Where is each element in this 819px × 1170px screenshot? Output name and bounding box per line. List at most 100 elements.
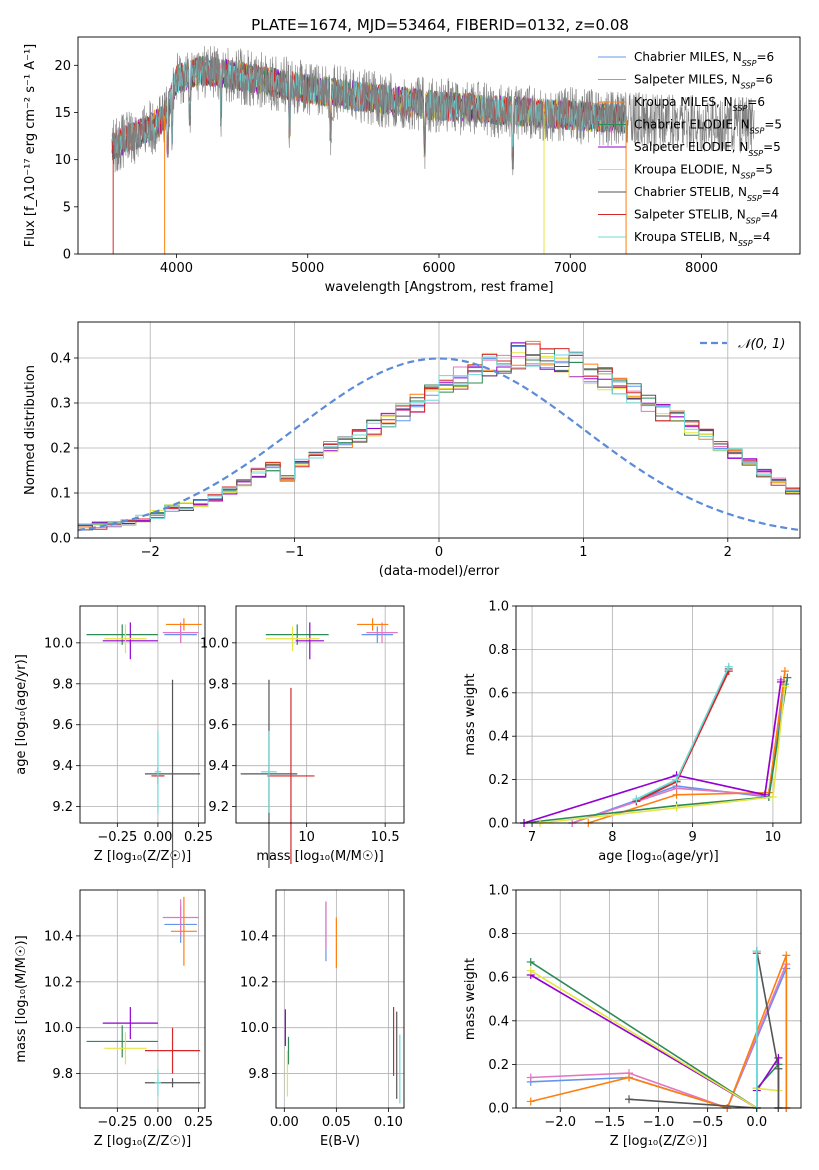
x-axis-label: Z [log₁₀(Z/Z☉)]	[94, 849, 191, 864]
subplot-7: −2.0 −1.5 −1.0 −0.5 0.0 0.0 0.2 0.4 0.6 0.8 1.0 Z […	[463, 884, 802, 1149]
y-tick-label: 0.6	[488, 971, 509, 986]
y-tick-label: 0.4	[488, 1014, 509, 1029]
y-tick-label: 10.0	[200, 636, 229, 651]
weight-point	[625, 1095, 634, 1104]
x-tick-label: 0.00	[270, 1115, 299, 1130]
weight-line	[636, 668, 730, 803]
data-spectrum-line	[111, 45, 755, 176]
weight-point	[526, 1073, 535, 1082]
y-tick-label: 10	[54, 153, 71, 168]
y-tick-label: 10.2	[240, 975, 269, 990]
x-tick-label: −1.0	[643, 1115, 675, 1130]
weight-point	[672, 803, 681, 812]
y-tick-label: 9.4	[52, 759, 73, 774]
x-tick-label: −0.25	[97, 1115, 137, 1130]
y-tick-label: 9.2	[208, 800, 229, 815]
x-tick-label: 5000	[291, 261, 324, 276]
y-tick-label: 1.0	[488, 884, 509, 899]
legend-label: Salpeter STELIB, NSSP=4	[634, 208, 778, 226]
x-tick-label: 0.00	[143, 830, 172, 845]
x-tick-label: 10	[298, 830, 315, 845]
y-tick-label: 0	[63, 248, 71, 263]
subplot-2: −0.25 0.00 0.25 9.2 9.4 9.6 9.8 10.0 Z [log₁₀(Z/…	[14, 605, 213, 869]
axes-frame	[275, 889, 405, 1109]
subplot-6: 0.00 0.05 0.10 9.8 10.0 10.2 10.4 E(B-V)	[240, 889, 405, 1149]
weight-point	[752, 947, 761, 956]
x-tick-label: 0	[435, 545, 443, 560]
plot-area	[284, 901, 401, 1104]
y-axis-label: mass weight	[463, 958, 478, 1040]
x-tick-label: −0.5	[692, 1115, 724, 1130]
y-tick-label: 0.6	[488, 686, 509, 701]
axes-frame	[235, 605, 405, 824]
x-tick-label: −1	[285, 545, 304, 560]
y-tick-label: 10.4	[240, 929, 269, 944]
axes-frame	[79, 889, 206, 1109]
y-tick-label: 10.0	[44, 1021, 73, 1036]
legend-label: Chabrier MILES, NSSP=6	[634, 50, 774, 68]
weight-point	[526, 966, 535, 975]
y-tick-label: 15	[54, 106, 71, 121]
x-tick-label: 2	[724, 545, 732, 560]
y-tick-label: 0.2	[488, 773, 509, 788]
x-tick-label: 10	[765, 830, 782, 845]
plot-area	[86, 618, 202, 869]
legend-label: Salpeter ELODIE, NSSP=5	[634, 140, 781, 158]
legend: Chabrier MILES, NSSP=6 Salpeter MILES, NS…	[598, 50, 782, 248]
legend-label: Kroupa ELODIE, NSSP=5	[634, 163, 773, 181]
weight-point	[776, 677, 785, 686]
y-tick-label: 0.2	[50, 442, 71, 457]
subplot-0: 4000 5000 6000 7000 8000 0 5 10 15 20 wavelength […	[23, 36, 801, 295]
y-tick-label: 0.4	[50, 352, 71, 367]
x-axis-label: Z [log₁₀(Z/Z☉)]	[94, 1134, 191, 1149]
y-tick-label: 9.8	[52, 1067, 73, 1082]
normal-curve	[78, 357, 800, 532]
weight-line	[530, 970, 780, 1110]
y-tick-label: 0.2	[488, 1058, 509, 1073]
x-tick-label: 0.00	[143, 1115, 172, 1130]
weight-point	[780, 682, 789, 691]
y-tick-label: 9.6	[208, 718, 229, 733]
weight-point	[672, 775, 681, 784]
legend-label: Kroupa STELIB, NSSP=4	[634, 230, 770, 248]
y-tick-label: 0.3	[50, 397, 71, 412]
y-tick-label: 0.0	[488, 817, 509, 832]
y-tick-label: 9.8	[52, 677, 73, 692]
y-axis-label: Normed distribution	[23, 365, 38, 495]
x-tick-label: 10.5	[371, 830, 400, 845]
x-tick-label: 1	[579, 545, 587, 560]
x-tick-label: 0.10	[374, 1115, 403, 1130]
histogram-step	[78, 351, 800, 527]
subplot-4: 7 8 9 10 0.0 0.2 0.4 0.6 0.8 1.0 age [log₁₀(age/yr…	[463, 600, 802, 864]
y-tick-label: 10.0	[240, 1021, 269, 1036]
axes-frame	[77, 36, 801, 255]
y-tick-label: 0.0	[50, 532, 71, 547]
weight-point	[782, 951, 791, 960]
y-tick-label: 0.8	[488, 927, 509, 942]
y-tick-label: 9.8	[248, 1067, 269, 1082]
x-tick-label: 8000	[685, 261, 718, 276]
legend-label: 𝒩(0, 1)	[738, 337, 785, 352]
y-axis-label: mass weight	[463, 673, 478, 755]
weight-point	[526, 1097, 535, 1106]
weight-line	[571, 683, 786, 824]
y-tick-label: 9.6	[52, 718, 73, 733]
y-tick-label: 5	[63, 200, 71, 215]
subplot-3: 10 10.5 9.2 9.4 9.6 9.8 10.0 mass [log₁₀(M/M☉)]	[200, 605, 405, 869]
y-axis-label: age [log₁₀(age/yr)]	[14, 654, 29, 775]
weight-point	[632, 795, 641, 804]
y-axis-label: Flux [f_λ10⁻¹⁷ erg cm⁻² s⁻¹ A⁻¹]	[23, 44, 38, 248]
x-tick-label: −2.0	[544, 1115, 576, 1130]
weight-point	[780, 667, 789, 676]
x-tick-label: 7000	[554, 261, 587, 276]
x-tick-label: 0.0	[746, 1115, 767, 1130]
weight-line	[523, 681, 782, 824]
y-tick-label: 9.4	[208, 759, 229, 774]
weight-point	[526, 957, 535, 966]
legend-label: Salpeter MILES, NSSP=6	[634, 73, 773, 91]
plot-area	[86, 896, 201, 1097]
x-tick-label: 4000	[160, 261, 193, 276]
x-tick-label: −2	[141, 545, 160, 560]
plot-area	[78, 340, 800, 532]
